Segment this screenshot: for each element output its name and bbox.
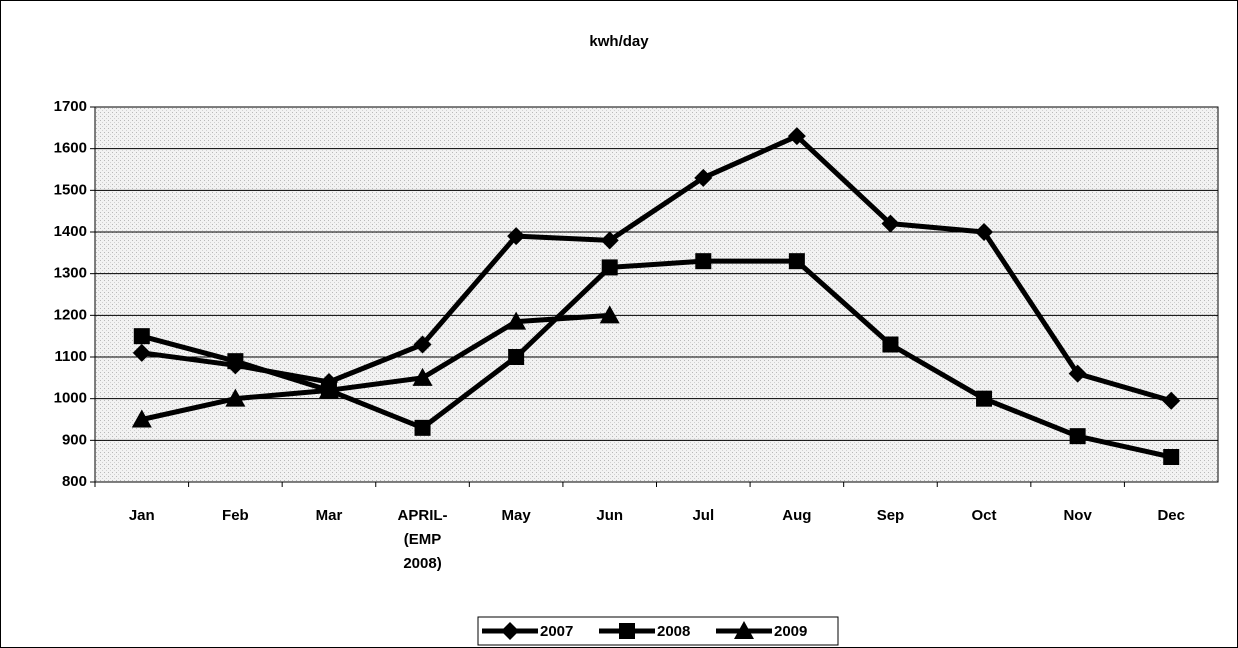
x-tick-label: Mar [315,507,343,524]
x-tick-label: Jul [692,507,715,524]
x-tick-label: Jun [596,507,624,524]
y-tick-label: 1500 [54,181,87,198]
marker [501,622,519,640]
marker [508,349,525,365]
marker [694,168,713,187]
marker [131,409,152,428]
marker [695,253,712,270]
y-tick-label: 800 [62,473,87,490]
x-tick-label: APRIL- (EMP 2008) [397,507,448,572]
marker [975,223,994,241]
legend-label: 2009 [774,623,807,640]
series-line [141,258,1172,460]
marker [882,336,899,353]
y-tick-label: 1100 [54,348,87,365]
marker [1162,391,1181,410]
marker [227,353,244,370]
chart-title: kwh/day [589,33,649,50]
y-tick-label: 1700 [54,98,87,115]
x-tick-label: Oct [971,507,997,524]
marker [787,127,806,146]
y-tick-label: 1000 [54,390,87,407]
x-tick-label: Sep [876,507,905,524]
x-tick-label: May [501,507,531,524]
marker [132,343,151,362]
marker [1069,428,1086,445]
marker [619,623,635,639]
x-tick-label: Nov [1063,507,1092,524]
legend-label: 2008 [657,623,690,640]
marker [788,253,805,270]
marker [1163,449,1180,465]
series-line [141,312,610,422]
y-tick-label: 1400 [54,223,87,240]
marker [881,214,900,233]
marker [976,390,993,407]
marker [225,388,246,407]
marker [507,227,526,246]
marker [133,328,150,345]
marker [413,335,432,354]
marker [414,419,431,436]
marker [412,367,433,386]
legend-label: 2007 [540,623,573,640]
y-tick-label: 1200 [54,306,87,323]
marker [599,305,620,324]
marker [506,311,527,330]
x-tick-label: Dec [1157,507,1185,524]
marker [1068,364,1087,383]
marker [734,621,754,639]
x-tick-label: Aug [782,507,812,524]
y-tick-label: 900 [62,431,87,448]
x-tick-label: Feb [222,507,249,524]
series-line [141,133,1172,404]
marker [601,259,618,276]
x-tick-label: Jan [128,507,155,524]
marker [318,380,339,399]
marker [600,231,619,250]
y-tick-label: 1300 [54,265,87,282]
y-tick-label: 1600 [54,140,87,157]
